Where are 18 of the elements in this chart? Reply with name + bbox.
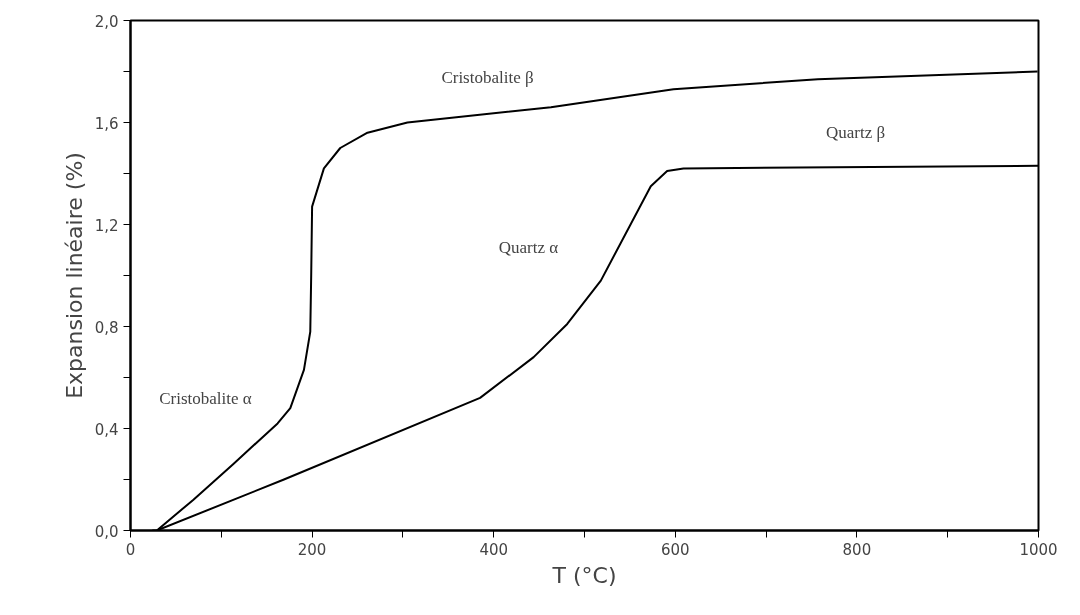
x-tick-label: 1000 bbox=[1019, 540, 1058, 559]
annotation: Quartz α bbox=[498, 238, 559, 257]
y-tick-label: 0,4 bbox=[94, 420, 119, 439]
x-tick-label: 0 bbox=[125, 540, 136, 559]
y-tick-label: 0,8 bbox=[94, 318, 119, 337]
annotation: Cristobalite β bbox=[441, 68, 534, 87]
x-tick-label: 800 bbox=[842, 540, 872, 559]
x-axis-title: T (°C) bbox=[551, 562, 617, 588]
y-tick-label: 2,0 bbox=[94, 12, 119, 31]
y-tick-label: 1,6 bbox=[94, 114, 119, 133]
annotation: Cristobalite α bbox=[159, 389, 252, 408]
y-axis-title: Expansion linéaire (%) bbox=[61, 152, 87, 399]
x-tick-label: 400 bbox=[479, 540, 509, 559]
x-tick-label: 200 bbox=[297, 540, 327, 559]
y-tick-label: 1,2 bbox=[94, 216, 119, 235]
annotation: Quartz β bbox=[825, 123, 886, 142]
x-tick-label: 600 bbox=[660, 540, 690, 559]
y-tick-label: 0,0 bbox=[94, 522, 119, 541]
